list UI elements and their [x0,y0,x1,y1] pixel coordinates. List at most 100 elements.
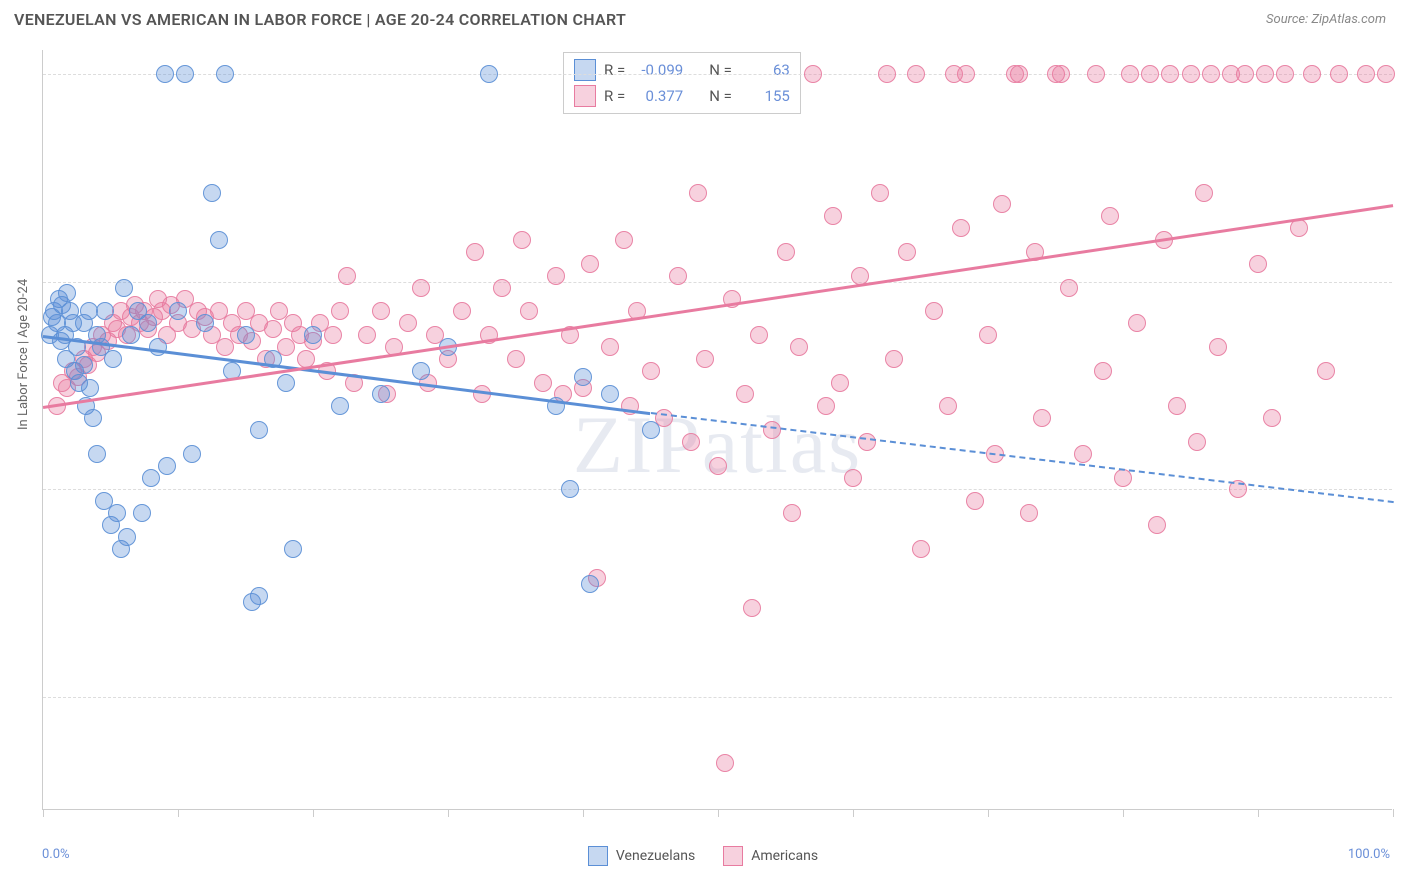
data-point-american [358,326,376,344]
gridline [43,489,1392,490]
data-point-american [1195,184,1213,202]
data-point-american [1121,65,1139,83]
data-point-american [1188,433,1206,451]
data-point-american [453,302,471,320]
data-point-venezuelan [203,184,221,202]
data-point-american [777,243,795,261]
data-point-american [790,338,808,356]
data-point-american [1020,504,1038,522]
data-point-american [716,754,734,772]
data-point-american [399,314,417,332]
data-point-american [473,385,491,403]
data-point-american [1094,362,1112,380]
data-point-american [844,469,862,487]
data-point-american [1101,207,1119,225]
x-tick [1258,809,1259,817]
data-point-venezuelan [139,314,157,332]
data-point-american [952,219,970,237]
data-point-american [1290,219,1308,237]
data-point-venezuelan [196,314,214,332]
data-point-venezuelan [331,397,349,415]
legend-swatch-americans [723,846,743,866]
data-point-american [1060,279,1078,297]
data-point-american [601,338,619,356]
data-point-american [1303,65,1321,83]
x-tick [1393,809,1394,817]
data-point-venezuelan [108,504,126,522]
data-point-venezuelan [304,326,322,344]
data-point-american [1052,65,1070,83]
data-point-venezuelan [96,302,114,320]
data-point-american [993,195,1011,213]
data-point-american [412,279,430,297]
data-point-venezuelan [210,231,228,249]
data-point-american [513,231,531,249]
data-point-american [783,504,801,522]
data-point-american [898,243,916,261]
data-point-american [817,397,835,415]
data-point-american [885,350,903,368]
data-point-american [682,433,700,451]
data-point-venezuelan [642,421,660,439]
data-point-american [324,326,342,344]
data-point-venezuelan [104,350,122,368]
data-point-american [1182,65,1200,83]
data-point-american [1168,397,1186,415]
swatch-americans [574,85,596,107]
data-point-venezuelan [581,575,599,593]
data-point-american [1377,65,1395,83]
data-point-american [534,374,552,392]
y-axis-title: In Labor Force | Age 20-24 [16,279,31,430]
data-point-american [979,326,997,344]
data-point-american [878,65,896,83]
data-point-american [925,302,943,320]
data-point-venezuelan [561,480,579,498]
data-point-american [871,184,889,202]
data-point-american [831,374,849,392]
data-point-american [912,540,930,558]
data-point-venezuelan [158,457,176,475]
data-point-venezuelan [237,326,255,344]
data-point-american [642,362,660,380]
legend-item-americans: Americans [723,846,818,866]
data-point-venezuelan [133,504,151,522]
data-point-american [858,433,876,451]
data-point-american [1010,65,1028,83]
scatter-chart: ZIPatlas R = -0.099 N = 63 R = 0.377 N =… [42,50,1392,810]
data-point-american [331,302,349,320]
data-point-american [1074,445,1092,463]
data-point-venezuelan [169,302,187,320]
data-point-venezuelan [372,385,390,403]
data-point-venezuelan [284,540,302,558]
data-point-venezuelan [216,65,234,83]
data-point-american [520,302,538,320]
data-point-venezuelan [183,445,201,463]
data-point-american [709,457,727,475]
data-point-venezuelan [118,528,136,546]
data-point-venezuelan [480,65,498,83]
data-point-american [907,65,925,83]
data-point-american [1148,516,1166,534]
data-point-american [493,279,511,297]
data-point-american [507,350,525,368]
x-tick [718,809,719,817]
data-point-american [338,267,356,285]
data-point-american [615,231,633,249]
stats-row-venezuelans: R = -0.099 N = 63 [574,57,790,83]
data-point-american [1202,65,1220,83]
data-point-american [466,243,484,261]
data-point-american [1256,65,1274,83]
x-tick [448,809,449,817]
data-point-venezuelan [122,326,140,344]
data-point-american [763,421,781,439]
data-point-american [966,492,984,510]
data-point-venezuelan [142,469,160,487]
data-point-american [804,65,822,83]
data-point-venezuelan [250,587,268,605]
data-point-american [957,65,975,83]
data-point-american [1317,362,1335,380]
correlation-stats-box: R = -0.099 N = 63 R = 0.377 N = 155 [563,52,801,114]
data-point-american [372,302,390,320]
x-tick [43,809,44,817]
data-point-american [1161,65,1179,83]
